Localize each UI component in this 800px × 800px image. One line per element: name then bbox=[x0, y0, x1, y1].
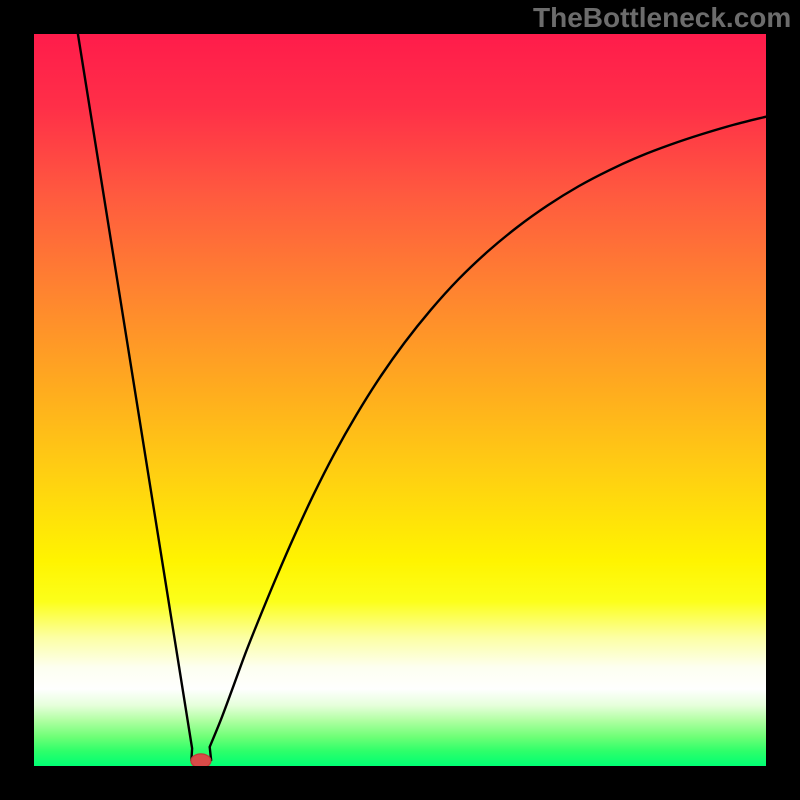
bottleneck-chart bbox=[34, 34, 766, 766]
optimal-point-marker bbox=[191, 754, 211, 766]
chart-background-gradient bbox=[34, 34, 766, 766]
watermark-text: TheBottleneck.com bbox=[533, 2, 791, 34]
